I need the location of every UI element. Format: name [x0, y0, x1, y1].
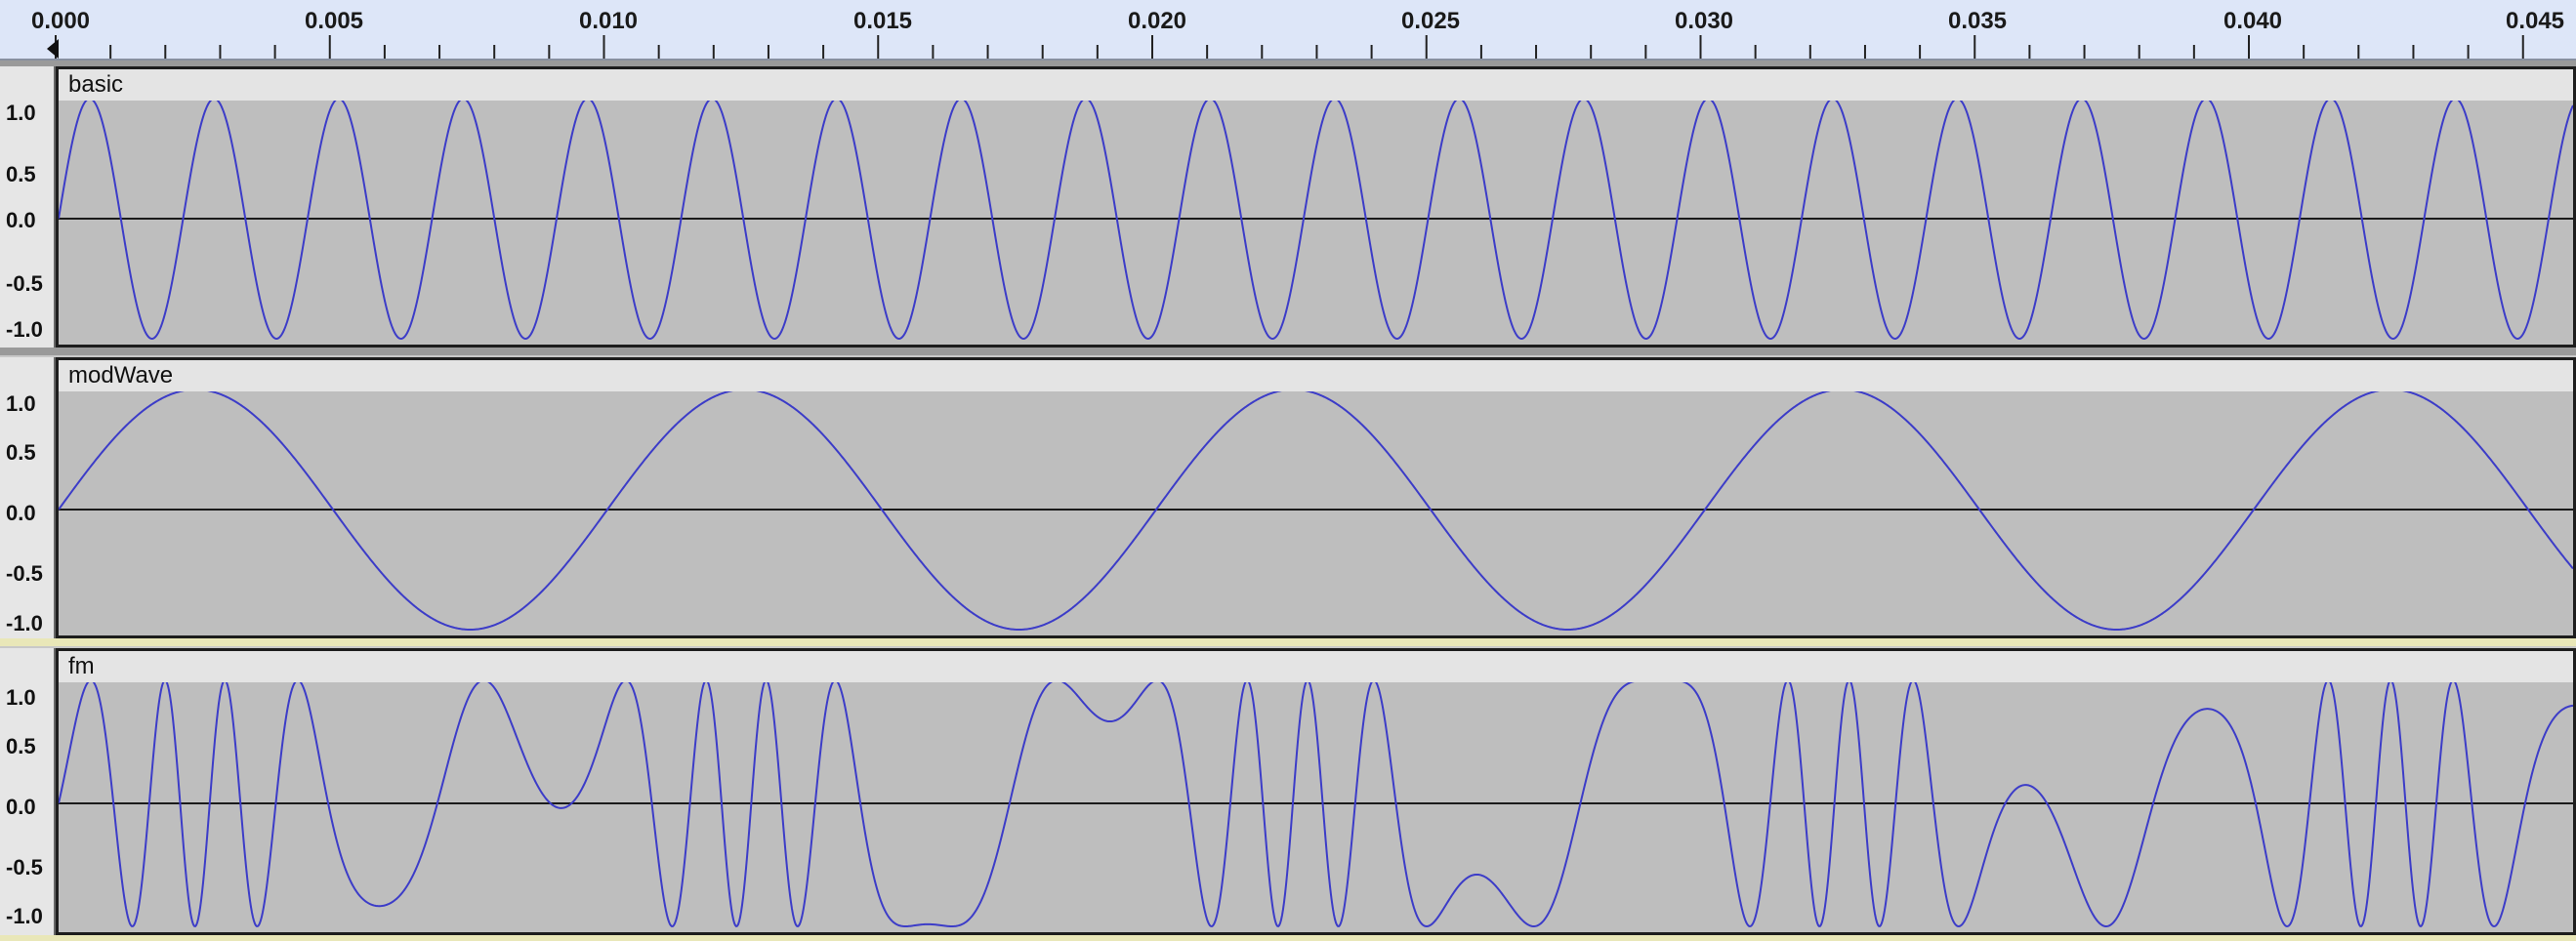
ruler-label-6: 0.030 [1674, 8, 1734, 34]
waveform [59, 389, 2573, 631]
y-label: 1.0 [6, 685, 36, 710]
y-label: -0.5 [6, 561, 43, 586]
ruler-label-2: 0.010 [578, 8, 639, 34]
waveform-area[interactable]: basic [56, 66, 2576, 348]
ruler-ticks [47, 35, 2524, 59]
ruler-label-9: 0.045 [2505, 8, 2565, 34]
track-name[interactable]: basic [59, 69, 2573, 101]
y-label: 0.5 [6, 734, 36, 758]
amplitude-ruler: 1.0 0.5 0.0 -0.5 -1.0 [0, 66, 56, 348]
amplitude-ruler: 1.0 0.5 0.0 -0.5 -1.0 [0, 648, 56, 935]
waveform [59, 678, 2573, 928]
ruler-label-3: 0.015 [852, 8, 913, 34]
track-separator [0, 638, 2576, 646]
track-name[interactable]: fm [59, 651, 2573, 682]
y-label: 0.0 [6, 501, 36, 525]
ruler-label-8: 0.040 [2223, 8, 2283, 34]
track-separator [0, 348, 2576, 355]
y-label: 0.5 [6, 162, 36, 186]
y-label: -1.0 [6, 611, 43, 635]
playhead-marker-icon [47, 39, 59, 59]
waveform-line [59, 678, 2573, 928]
track-bottom-border [0, 935, 2576, 941]
y-label: 1.0 [6, 101, 36, 125]
ruler-label-7: 0.035 [1947, 8, 2008, 34]
waveform-line [59, 97, 2573, 341]
waveform-area[interactable]: fm [56, 648, 2576, 935]
ruler-label-5: 0.025 [1400, 8, 1461, 34]
waveform-area[interactable]: modWave [56, 357, 2576, 638]
y-label: 0.0 [6, 795, 36, 819]
track-modwave[interactable]: 1.0 0.5 0.0 -0.5 -1.0 modWave [0, 357, 2576, 638]
waveform [59, 97, 2573, 341]
ruler-label-0: 0.000 [30, 8, 91, 34]
track-basic[interactable]: 1.0 0.5 0.0 -0.5 -1.0 basic [0, 66, 2576, 348]
amplitude-ruler: 1.0 0.5 0.0 -0.5 -1.0 [0, 357, 56, 638]
y-label: -1.0 [6, 904, 43, 928]
waveform-line [59, 389, 2573, 631]
y-label: 0.5 [6, 440, 36, 465]
y-label: -0.5 [6, 271, 43, 296]
ruler-label-4: 0.020 [1127, 8, 1187, 34]
y-label: 1.0 [6, 391, 36, 416]
y-label: 0.0 [6, 208, 36, 232]
track-fm[interactable]: 1.0 0.5 0.0 -0.5 -1.0 fm [0, 648, 2576, 935]
ruler-label-1: 0.005 [304, 8, 364, 34]
timeline-ruler[interactable]: 0.000 0.005 0.010 0.015 0.020 0.025 0.03… [0, 0, 2576, 61]
y-label: -1.0 [6, 317, 43, 342]
y-label: -0.5 [6, 855, 43, 880]
track-name[interactable]: modWave [59, 360, 2573, 391]
track-separator [0, 61, 2576, 68]
